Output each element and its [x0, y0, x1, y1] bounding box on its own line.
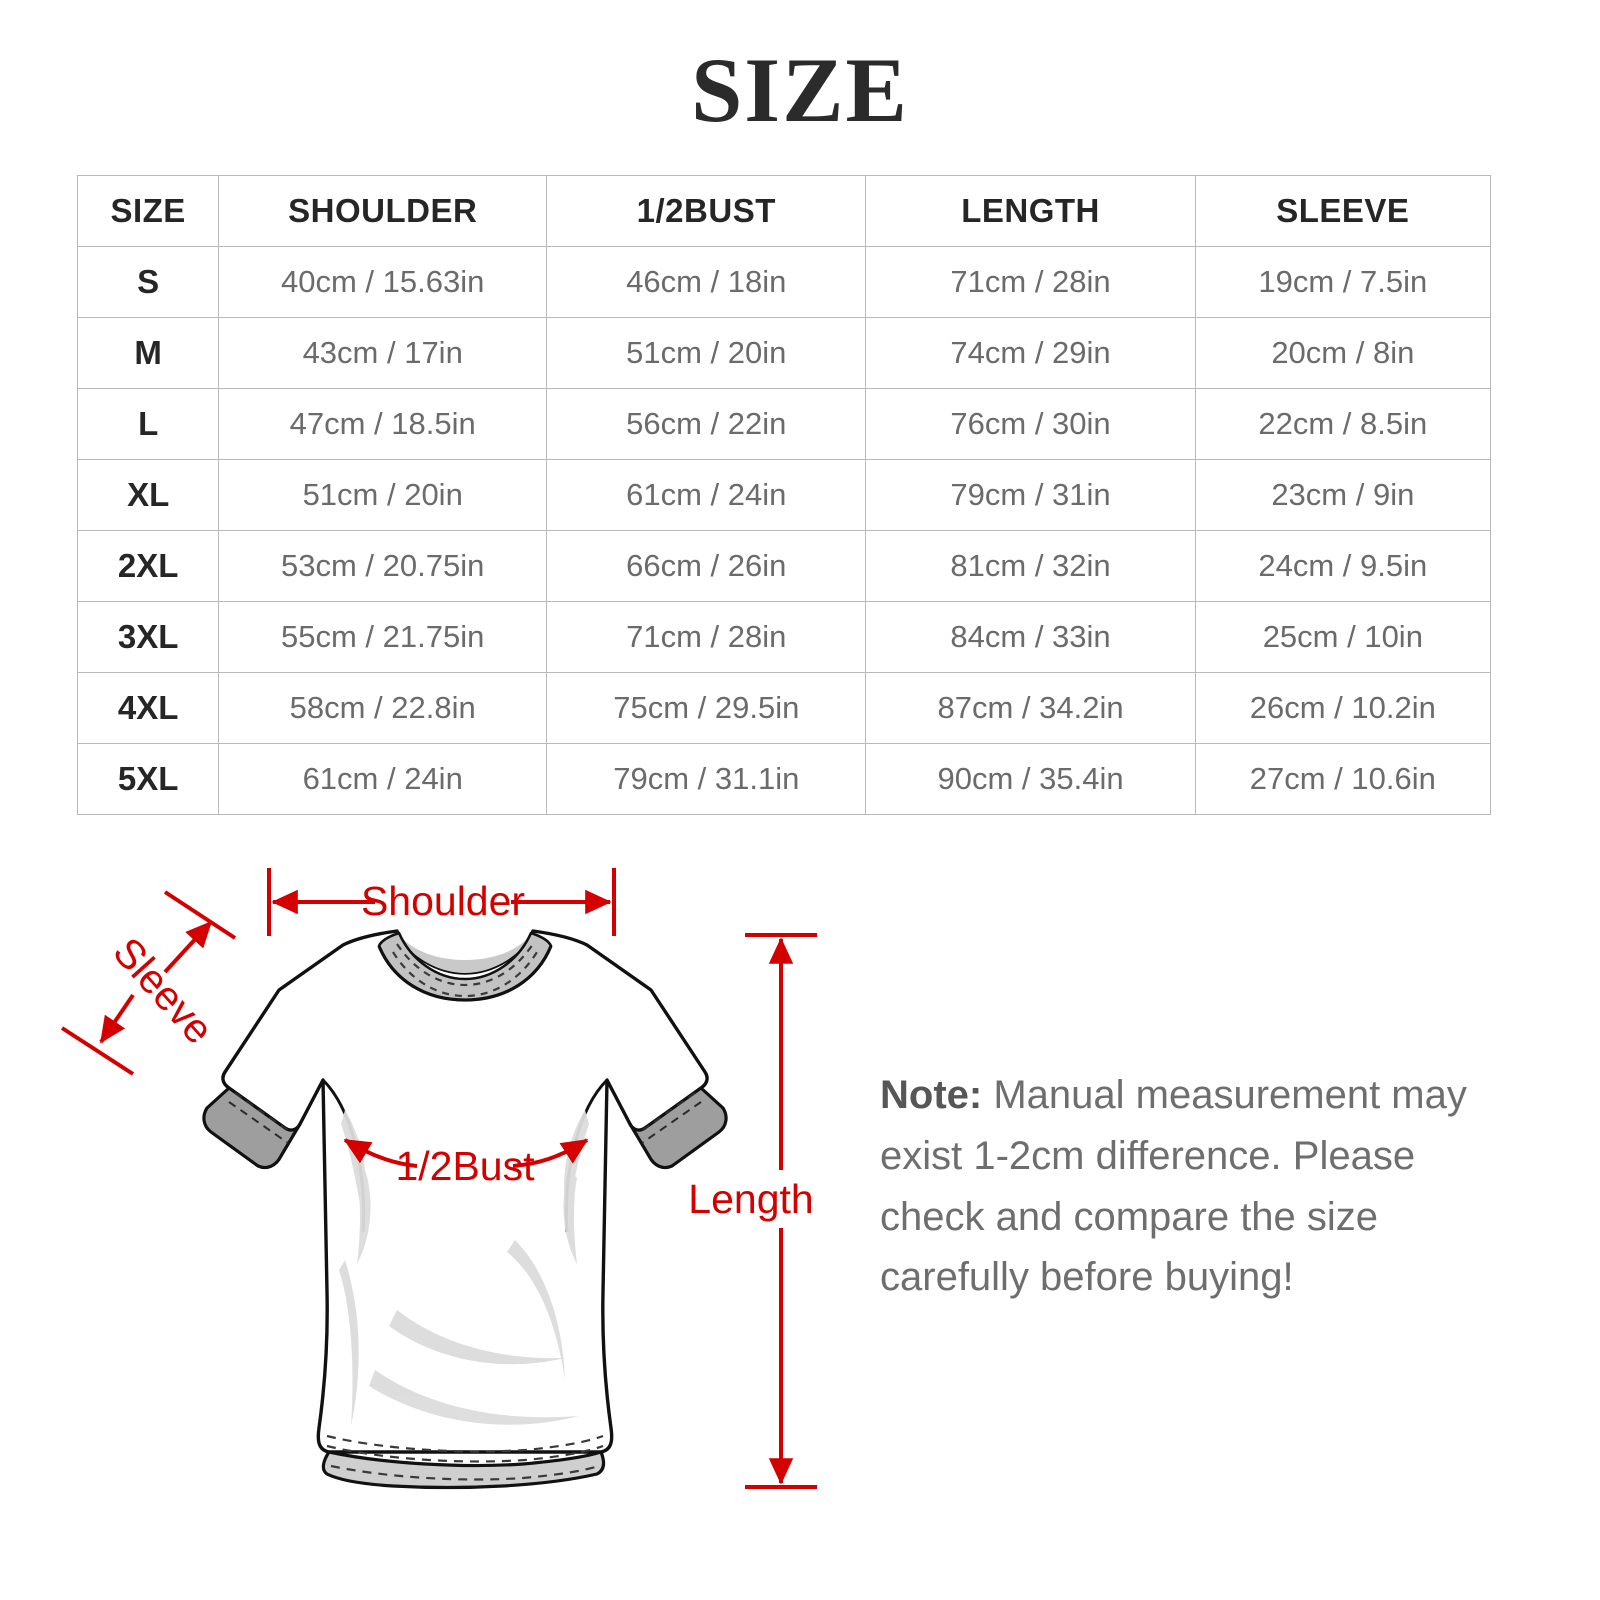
cell-size: 5XL — [76, 743, 220, 815]
note-label: Note: — [880, 1073, 983, 1117]
cell-bust: 51cm / 20in — [546, 317, 867, 389]
column-header-size: SIZE — [76, 175, 220, 247]
column-header-sleeve: SLEEVE — [1194, 175, 1492, 247]
cell-shoulder: 55cm / 21.75in — [218, 601, 548, 673]
table-row: 5XL 61cm / 24in 79cm / 31.1in 90cm / 35.… — [76, 743, 1492, 815]
length-dimension: Length — [688, 933, 817, 1489]
cell-sleeve: 24cm / 9.5in — [1194, 530, 1492, 602]
cell-shoulder: 58cm / 22.8in — [218, 672, 548, 744]
cell-length: 90cm / 35.4in — [865, 743, 1196, 815]
bust-dimension: 1/2Bust — [343, 1138, 589, 1189]
length-label: Length — [688, 1176, 813, 1222]
column-header-bust: 1/2BUST — [546, 175, 867, 247]
cell-length: 87cm / 34.2in — [865, 672, 1196, 744]
table-row: M 43cm / 17in 51cm / 20in 74cm / 29in 20… — [76, 317, 1492, 389]
sleeve-dimension: Sleeve — [60, 890, 237, 1076]
cell-size: 2XL — [76, 530, 220, 602]
cell-bust: 66cm / 26in — [546, 530, 867, 602]
cell-bust: 56cm / 22in — [546, 388, 867, 460]
cell-size: S — [76, 246, 220, 318]
cell-sleeve: 27cm / 10.6in — [1194, 743, 1492, 815]
cell-size: XL — [76, 459, 220, 531]
cell-length: 84cm / 33in — [865, 601, 1196, 673]
cell-shoulder: 47cm / 18.5in — [218, 388, 548, 460]
cell-length: 71cm / 28in — [865, 246, 1196, 318]
cell-length: 81cm / 32in — [865, 530, 1196, 602]
table-row: 2XL 53cm / 20.75in 66cm / 26in 81cm / 32… — [76, 530, 1492, 602]
cell-sleeve: 22cm / 8.5in — [1194, 388, 1492, 460]
cell-sleeve: 25cm / 10in — [1194, 601, 1492, 673]
cell-bust: 75cm / 29.5in — [546, 672, 867, 744]
cell-sleeve: 23cm / 9in — [1194, 459, 1492, 531]
measurement-diagram: Shoulder Sleeve 1/2Bust Length Note: Man… — [0, 840, 1600, 1600]
cell-shoulder: 40cm / 15.63in — [218, 246, 548, 318]
column-header-length: LENGTH — [865, 175, 1196, 247]
cell-length: 76cm / 30in — [865, 388, 1196, 460]
cell-sleeve: 19cm / 7.5in — [1194, 246, 1492, 318]
table-row: L 47cm / 18.5in 56cm / 22in 76cm / 30in … — [76, 388, 1492, 460]
cell-bust: 71cm / 28in — [546, 601, 867, 673]
table-header-row: SIZE SHOULDER 1/2BUST LENGTH SLEEVE — [76, 175, 1492, 247]
table-row: S 40cm / 15.63in 46cm / 18in 71cm / 28in… — [76, 246, 1492, 318]
cell-sleeve: 26cm / 10.2in — [1194, 672, 1492, 744]
table-row: 4XL 58cm / 22.8in 75cm / 29.5in 87cm / 3… — [76, 672, 1492, 744]
table-row: 3XL 55cm / 21.75in 71cm / 28in 84cm / 33… — [76, 601, 1492, 673]
cell-size: 4XL — [76, 672, 220, 744]
cell-size: 3XL — [76, 601, 220, 673]
size-chart-table: SIZE SHOULDER 1/2BUST LENGTH SLEEVE S 40… — [76, 175, 1492, 815]
cell-shoulder: 61cm / 24in — [218, 743, 548, 815]
bust-label: 1/2Bust — [395, 1143, 535, 1189]
cell-size: M — [76, 317, 220, 389]
cell-size: L — [76, 388, 220, 460]
cell-shoulder: 43cm / 17in — [218, 317, 548, 389]
tshirt-illustration: Shoulder Sleeve 1/2Bust Length — [60, 868, 817, 1490]
shirt-outline-group — [202, 929, 728, 1490]
column-header-shoulder: SHOULDER — [218, 175, 548, 247]
note-block: Note: Manual measurement may exist 1-2cm… — [880, 1065, 1500, 1308]
shoulder-dimension: Shoulder — [267, 868, 616, 936]
cell-length: 79cm / 31in — [865, 459, 1196, 531]
cell-bust: 79cm / 31.1in — [546, 743, 867, 815]
shoulder-label: Shoulder — [361, 878, 525, 924]
cell-length: 74cm / 29in — [865, 317, 1196, 389]
size-table-container: SIZE SHOULDER 1/2BUST LENGTH SLEEVE S 40… — [76, 175, 1492, 815]
cell-shoulder: 51cm / 20in — [218, 459, 548, 531]
cell-bust: 61cm / 24in — [546, 459, 867, 531]
cell-bust: 46cm / 18in — [546, 246, 867, 318]
table-row: XL 51cm / 20in 61cm / 24in 79cm / 31in 2… — [76, 459, 1492, 531]
page-title: SIZE — [691, 39, 909, 141]
cell-sleeve: 20cm / 8in — [1194, 317, 1492, 389]
cell-shoulder: 53cm / 20.75in — [218, 530, 548, 602]
note-text: Manual measurement may exist 1-2cm diffe… — [880, 1073, 1467, 1300]
sleeve-label: Sleeve — [104, 929, 222, 1053]
